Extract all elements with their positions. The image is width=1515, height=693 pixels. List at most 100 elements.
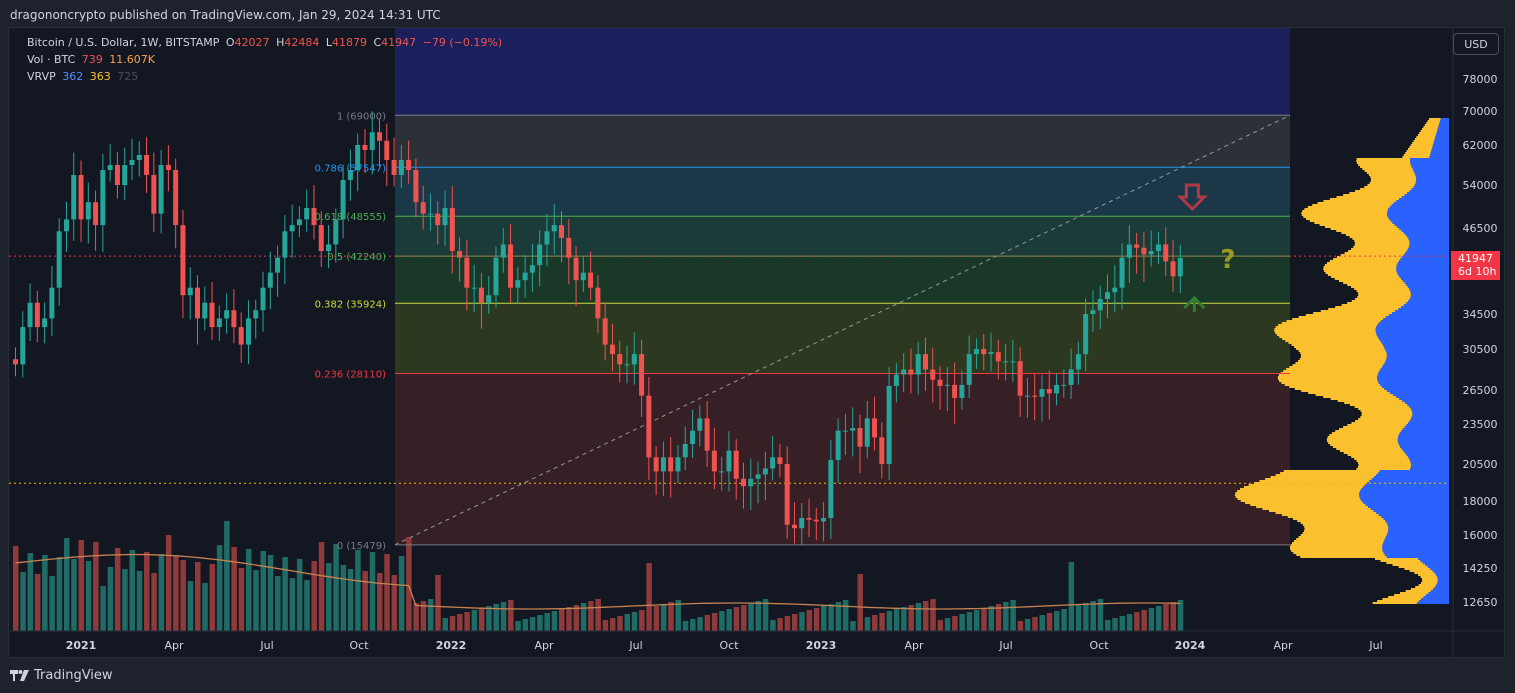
volume-bar (449, 616, 456, 631)
candle-body (537, 244, 543, 266)
candle-body (580, 272, 586, 281)
candle (49, 265, 55, 337)
vrvp-up-bar (1398, 566, 1428, 568)
volume-bar (144, 552, 150, 631)
vrvp-down-bar (1363, 502, 1449, 504)
candle-body (755, 474, 761, 479)
vrvp-down-bar (1398, 260, 1449, 262)
volume-bar (631, 612, 638, 631)
vrvp-down-bar (1412, 414, 1449, 416)
vrvp-up-bar (1315, 394, 1393, 396)
vrvp-up-bar (1343, 426, 1405, 428)
candle-body (923, 354, 928, 370)
vrvp-down-bar (1381, 516, 1449, 518)
candle (995, 339, 1001, 380)
vrvp-down-bar (1432, 588, 1449, 590)
vrvp-up-bar (1297, 520, 1386, 522)
vrvp-down-bar (1370, 508, 1449, 510)
volume-bar (85, 561, 92, 631)
fib-zone (395, 115, 1290, 168)
vrvp-up-bar (1319, 224, 1395, 226)
vrvp-down-bar (1404, 194, 1449, 196)
vrvp-down-bar (1407, 456, 1449, 458)
fib-zone (395, 256, 1290, 304)
vrvp-up-bar (1352, 238, 1409, 240)
chart-frame[interactable]: 1 (69000) 0.786 (57547) 0.618 (48555) 0.5 (… (8, 27, 1505, 658)
candle-body (202, 302, 208, 319)
candle (828, 440, 834, 540)
vrvp-up-bar (1339, 428, 1403, 430)
vrvp-up-bar (1356, 158, 1411, 160)
vrvp-up-bar (1328, 442, 1399, 444)
price-chart[interactable]: 1 (69000) 0.786 (57547) 0.618 (48555) 0.5 (… (9, 28, 1504, 657)
vrvp-down-bar (1392, 222, 1449, 224)
volume-bar (559, 609, 565, 631)
time-tick-label: Oct (1089, 639, 1109, 652)
volume-bar (1075, 605, 1082, 631)
candle-body (1090, 310, 1096, 314)
vrvp-up-bar (1349, 236, 1408, 238)
vrvp-up-bar (1424, 124, 1439, 126)
volume-legend[interactable]: Vol · BTC 739 11.607K (27, 53, 158, 66)
candle-body (1017, 361, 1023, 396)
candle (981, 334, 987, 371)
volume-bar (187, 581, 194, 631)
vrvp-up-bar (1282, 338, 1379, 340)
volume-bar (1017, 621, 1024, 631)
volume-bar (952, 616, 958, 631)
price-tick-label: 62000 (1463, 139, 1498, 152)
vrvp-down-bar (1415, 176, 1449, 178)
candle-body (384, 140, 390, 160)
vrvp-down-bar (1409, 458, 1449, 460)
vrvp-down-bar (1412, 168, 1449, 170)
candle (1083, 298, 1089, 372)
vrvp-down-bar (1388, 526, 1449, 528)
candle (173, 158, 179, 249)
vrvp-up-bar (1358, 408, 1411, 410)
candle-body (420, 202, 426, 214)
candle (1090, 290, 1096, 333)
volume-bar (653, 606, 660, 631)
vrvp-up-bar (1329, 260, 1399, 262)
vrvp-up-bar (1296, 554, 1385, 556)
volume-bar (609, 618, 616, 631)
candle (100, 154, 106, 252)
vrvp-down-bar (1436, 584, 1449, 586)
symbol-legend[interactable]: Bitcoin / U.S. Dollar, 1W, BITSTAMP O420… (27, 36, 505, 49)
candle-body (340, 180, 346, 220)
fib-zone (395, 167, 1290, 217)
candle (435, 201, 441, 245)
currency-button[interactable]: USD (1453, 33, 1499, 55)
vrvp-up-bar (1284, 384, 1381, 386)
vrvp-down-bar (1385, 316, 1449, 318)
volume-bar (690, 619, 696, 631)
vrvp-down-bar (1377, 324, 1449, 326)
candle-body (122, 165, 128, 185)
vrvp-up-bar (1303, 530, 1389, 532)
vrvp-up-bar (1292, 318, 1384, 320)
vrvp-down-bar (1381, 366, 1449, 368)
volume-bar (639, 610, 645, 631)
candle (355, 133, 361, 192)
vrvp-up-bar (1312, 204, 1392, 206)
footer-brand[interactable]: TradingView (10, 668, 113, 683)
candle-body (952, 384, 958, 398)
volume-bar (347, 569, 354, 631)
candle-body (966, 354, 972, 385)
vrvp-up-bar (1358, 294, 1411, 296)
volume-bar (937, 620, 944, 631)
volume-bar (901, 607, 907, 631)
high-value: 42484 (284, 36, 320, 49)
vrvp-down-bar (1438, 126, 1449, 128)
vrvp-up-bar (1410, 144, 1433, 146)
volume-bar (377, 573, 383, 631)
candle-body (1170, 261, 1176, 277)
vrvp-legend[interactable]: VRVP 362 363 725 (27, 70, 141, 83)
vrvp-up-bar (1334, 278, 1402, 280)
volume-bar (857, 574, 863, 631)
vrvp-up-bar (1326, 262, 1398, 264)
vrvp-down-bar (1403, 232, 1449, 234)
vrvp-up-bar (1280, 472, 1379, 474)
vrvp-down-bar (1434, 138, 1449, 140)
candle (966, 335, 972, 398)
